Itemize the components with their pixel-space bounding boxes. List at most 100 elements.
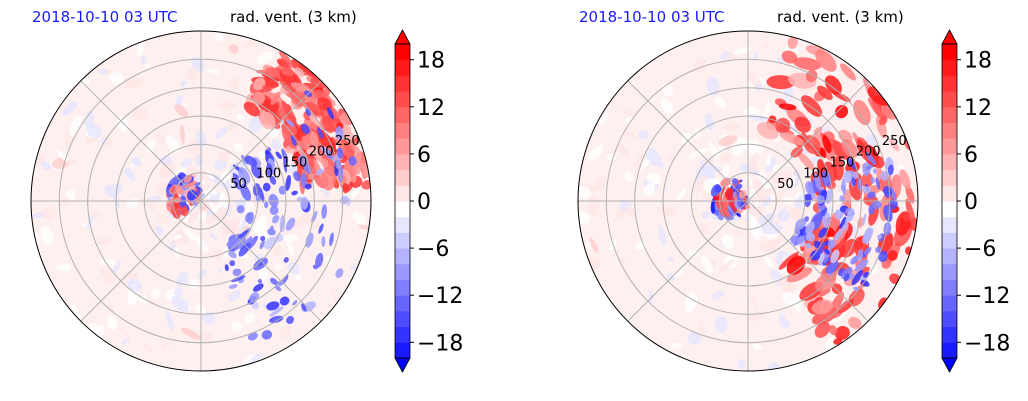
field-feature-cell <box>846 209 854 222</box>
colorbar-tick-label: −6 <box>964 237 996 262</box>
field-feature-cell <box>301 303 307 312</box>
colorbar-segment <box>395 185 410 202</box>
field-cell <box>211 248 224 260</box>
field-feature-cell <box>766 75 796 90</box>
field-feature-cell <box>310 131 319 148</box>
colorbar-segment <box>942 326 957 343</box>
colorbar-segment <box>942 201 957 218</box>
field-cell <box>616 209 626 219</box>
field-feature-cell <box>264 67 280 78</box>
field-feature-cell <box>290 82 310 93</box>
field-cell <box>127 278 142 292</box>
field-feature-cell <box>279 296 290 306</box>
field-cell <box>58 196 69 208</box>
field-cell <box>166 134 180 154</box>
field-feature-cell <box>731 203 738 214</box>
field-feature-cell <box>736 193 741 208</box>
field-feature-cell <box>843 170 853 183</box>
field-cell <box>112 260 121 275</box>
field-feature-cell <box>283 257 289 263</box>
field-cell <box>173 248 180 259</box>
field-feature-cell <box>870 177 876 184</box>
field-feature-cell <box>238 167 251 184</box>
field-cell <box>779 312 787 328</box>
field-cell <box>621 130 638 140</box>
colorbar-extend-min <box>394 357 411 373</box>
field-cell <box>206 170 215 180</box>
field-cell <box>711 290 725 300</box>
colorbar-segment <box>395 153 410 171</box>
field-cell <box>180 124 185 144</box>
field-feature-cell <box>714 209 720 216</box>
angular-gridline <box>80 200 202 322</box>
field-cell <box>173 164 189 177</box>
field-feature-cell <box>259 111 276 130</box>
colorbar-extend-max <box>941 29 958 45</box>
field-feature-cell <box>811 193 817 200</box>
field-feature-cell <box>889 138 900 152</box>
field-feature-cell <box>824 248 831 255</box>
polar-frame <box>30 30 372 372</box>
field-feature-cell <box>285 217 296 231</box>
field-feature-cell <box>321 236 326 247</box>
field-cell <box>621 109 636 117</box>
field-feature-cell <box>335 268 344 278</box>
radial-tick-label: 100 <box>256 166 281 181</box>
field-cell <box>870 263 879 275</box>
field-feature-cell <box>187 189 197 201</box>
field-feature-cell <box>865 164 874 171</box>
field-cell <box>186 68 200 81</box>
field-feature-cell <box>321 204 328 219</box>
field-feature-cell <box>797 151 815 171</box>
velocity-field <box>578 36 918 371</box>
field-cell <box>228 290 241 302</box>
field-cell <box>823 336 835 355</box>
field-cell <box>708 140 718 160</box>
field-feature-cell <box>269 205 279 215</box>
field-cell <box>40 226 54 245</box>
field-feature-cell <box>778 121 791 133</box>
field-cell <box>155 225 164 236</box>
field-cell <box>218 151 232 163</box>
radial-tick-label: 150 <box>283 156 308 171</box>
field-cell <box>634 153 644 173</box>
colorbar-segment <box>942 91 957 108</box>
field-feature-cell <box>833 338 843 345</box>
field-cell <box>643 183 656 196</box>
colorbar-segment <box>395 106 410 123</box>
field-cell <box>145 139 156 153</box>
field-feature-cell <box>228 250 237 259</box>
field-feature-cell <box>817 85 833 100</box>
field-feature-cell <box>321 115 335 134</box>
field-cell <box>99 259 119 267</box>
field-feature-cell <box>851 176 857 187</box>
field-cell <box>188 279 199 290</box>
field-cell <box>125 77 145 89</box>
field-feature-cell <box>786 256 806 275</box>
field-cell <box>331 288 337 303</box>
field-cell <box>65 158 76 166</box>
field-feature-cell <box>283 157 288 173</box>
field-cell <box>731 229 743 236</box>
field-cell <box>865 133 878 146</box>
field-feature-cell <box>825 260 839 274</box>
field-cell <box>210 194 220 203</box>
field-feature-cell <box>828 291 845 317</box>
colorbar-segment <box>395 138 410 155</box>
field-cell <box>231 321 243 333</box>
field-feature-cell <box>232 173 242 190</box>
field-cell <box>180 80 187 87</box>
radial-tick-label: 100 <box>803 166 828 181</box>
field-feature-cell <box>347 198 351 207</box>
field-feature-cell <box>794 116 812 133</box>
field-feature-cell <box>835 104 849 119</box>
field-cell <box>618 257 626 263</box>
field-feature-cell <box>280 67 294 77</box>
field-feature-cell <box>781 50 798 64</box>
field-feature-cell <box>905 185 915 204</box>
field-cell <box>748 292 758 308</box>
field-cell <box>739 163 749 173</box>
field-cell <box>174 287 184 298</box>
field-cell <box>293 216 306 229</box>
field-feature-cell <box>851 270 864 286</box>
